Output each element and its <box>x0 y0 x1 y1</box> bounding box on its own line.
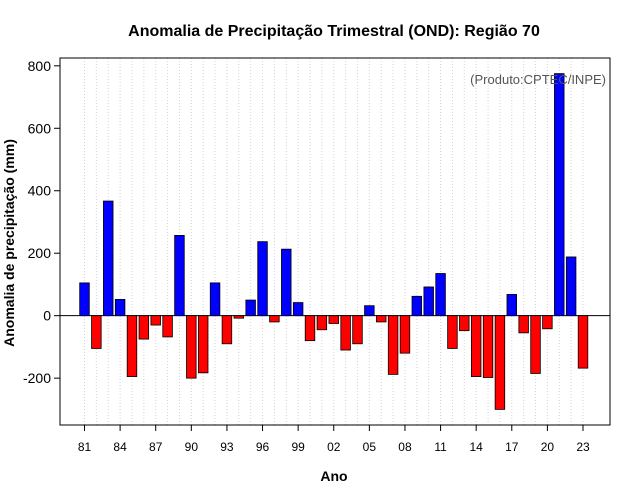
y-tick-label: 800 <box>28 58 52 74</box>
bar-2012 <box>447 315 458 349</box>
bar-2022 <box>565 256 577 317</box>
bar-1987 <box>150 315 161 326</box>
x-tick-label: 93 <box>220 440 234 454</box>
bar-2014 <box>470 315 482 377</box>
bar-1994 <box>233 315 244 319</box>
x-tick-label: 20 <box>541 440 555 454</box>
bar-1999 <box>292 302 304 317</box>
x-tick-label: 23 <box>576 440 590 454</box>
bar-1996 <box>257 241 268 317</box>
bar-2017 <box>506 294 517 317</box>
bar-2009 <box>411 295 423 317</box>
plot-frame <box>59 57 611 426</box>
bar-1985 <box>126 315 138 377</box>
x-tick-label: 87 <box>149 440 163 454</box>
bar-1988 <box>162 315 173 338</box>
bar-1983 <box>103 200 114 317</box>
bar-1984 <box>114 299 126 317</box>
x-axis: 81 84 87 90 93 96 99 02 05 08 11 14 17 20 23 <box>78 425 590 454</box>
bar-2008 <box>399 315 411 354</box>
bar-2013 <box>459 315 470 332</box>
bar-1997 <box>269 315 280 323</box>
bar-1981 <box>79 282 90 317</box>
bar-1998 <box>281 248 292 317</box>
bar-2000 <box>304 315 316 342</box>
bar-2015 <box>482 315 494 378</box>
bar-1986 <box>138 315 150 340</box>
bars <box>79 73 589 410</box>
bar-1995 <box>245 299 256 317</box>
x-axis-label: Ano <box>320 468 347 484</box>
y-tick-label: 600 <box>28 120 52 136</box>
bar-2016 <box>494 315 506 410</box>
y-tick-label: 400 <box>28 183 52 199</box>
x-tick-label: 81 <box>78 440 92 454</box>
bar-2003 <box>340 315 351 351</box>
x-tick-label: 11 <box>434 440 447 454</box>
x-tick-label: 99 <box>291 440 305 454</box>
x-tick-label: 02 <box>327 440 341 454</box>
bar-1990 <box>186 315 197 379</box>
bar-2010 <box>423 286 434 317</box>
bar-1989 <box>174 235 185 317</box>
bar-1982 <box>91 315 102 349</box>
x-tick-label: 08 <box>398 440 412 454</box>
x-tick-label: 14 <box>469 440 483 454</box>
bar-2018 <box>518 315 529 334</box>
bar-2006 <box>376 315 387 323</box>
bar-2005 <box>364 305 375 317</box>
chart-title: Anomalia de Precipitação Trimestral (OND… <box>128 23 540 40</box>
y-tick-label: -200 <box>23 370 51 386</box>
bar-2004 <box>352 315 363 345</box>
gridlines <box>84 58 584 425</box>
x-tick-label: 90 <box>185 440 199 454</box>
bar-2019 <box>530 315 541 374</box>
y-axis-label: Anomalia de precipitação (mm) <box>1 139 17 347</box>
y-axis: -200 0 200 400 600 800 <box>23 58 60 386</box>
bar-2021 <box>554 73 565 317</box>
bar-2020 <box>542 315 553 330</box>
x-tick-label: 96 <box>256 440 270 454</box>
bar-2011 <box>435 273 446 317</box>
bar-2007 <box>387 315 399 375</box>
bar-2002 <box>328 315 339 324</box>
bar-2001 <box>316 315 328 331</box>
bar-2023 <box>577 315 589 369</box>
credit-text: (Produto:CPTEC/INPE) <box>470 72 606 87</box>
y-tick-label: 200 <box>28 245 52 261</box>
y-tick-label: 0 <box>43 308 51 324</box>
x-tick-label: 17 <box>505 440 519 454</box>
bar-1993 <box>221 315 233 345</box>
x-tick-label: 84 <box>113 440 127 454</box>
bar-1991 <box>197 315 209 374</box>
x-tick-label: 05 <box>363 440 377 454</box>
bar-1992 <box>209 282 221 317</box>
